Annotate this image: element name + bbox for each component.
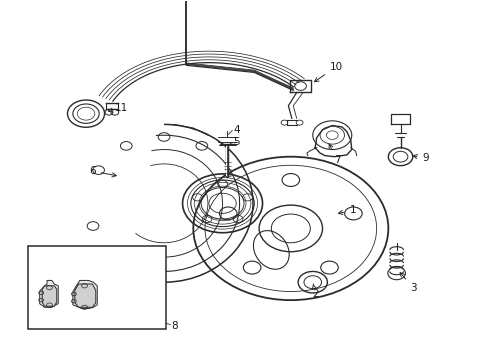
- Text: 5: 5: [233, 137, 240, 147]
- Text: 10: 10: [314, 62, 342, 82]
- Text: 8: 8: [171, 321, 178, 331]
- Text: 2: 2: [311, 284, 318, 300]
- Polygon shape: [75, 284, 96, 307]
- Text: 9: 9: [412, 153, 428, 163]
- Polygon shape: [73, 280, 97, 309]
- Text: 6: 6: [89, 166, 116, 177]
- Text: 4: 4: [233, 125, 240, 135]
- Polygon shape: [40, 280, 58, 307]
- Text: 7: 7: [328, 144, 340, 165]
- Text: 1: 1: [338, 206, 355, 216]
- Polygon shape: [42, 286, 57, 306]
- Text: 11: 11: [108, 103, 128, 113]
- Text: 3: 3: [399, 273, 416, 293]
- Bar: [27, 246, 166, 329]
